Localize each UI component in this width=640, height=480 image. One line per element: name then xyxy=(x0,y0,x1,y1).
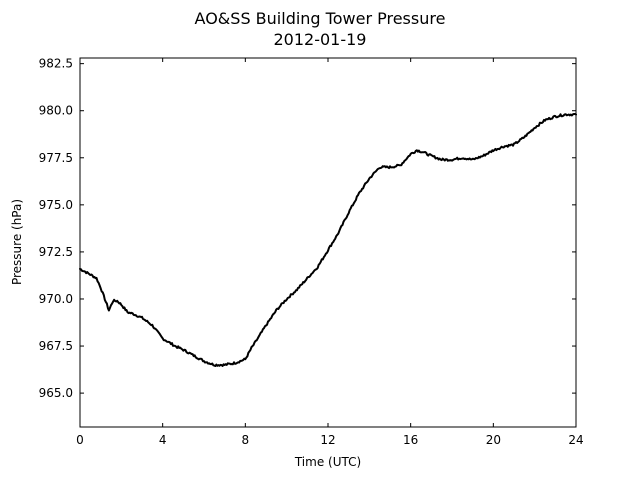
y-tick-label: 972.5 xyxy=(39,245,73,259)
x-axis-label: Time (UTC) xyxy=(294,455,361,469)
x-tick-label: 20 xyxy=(486,433,501,447)
y-tick-label: 982.5 xyxy=(39,57,73,71)
y-tick-label: 975.0 xyxy=(39,198,73,212)
x-tick-label: 8 xyxy=(242,433,250,447)
x-tick-label: 0 xyxy=(76,433,84,447)
x-tick-label: 16 xyxy=(403,433,418,447)
y-tick-label: 977.5 xyxy=(39,151,73,165)
plot-frame xyxy=(79,57,577,428)
y-axis-label: Pressure (hPa) xyxy=(10,199,24,285)
y-tick-label: 980.0 xyxy=(39,104,73,118)
pressure-series-line xyxy=(79,113,577,367)
y-tick-label: 965.0 xyxy=(39,386,73,400)
y-tick-label: 970.0 xyxy=(39,292,73,306)
chart-title: AO&SS Building Tower Pressure xyxy=(195,9,446,28)
y-tick-label: 967.5 xyxy=(39,339,73,353)
x-tick-label: 12 xyxy=(320,433,335,447)
x-axis-ticks: 0 4 8 12 16 20 24 xyxy=(76,58,584,447)
x-tick-label: 4 xyxy=(159,433,167,447)
plot-area xyxy=(79,57,577,428)
x-tick-label: 24 xyxy=(568,433,583,447)
y-axis-ticks: 965.0 967.5 970.0 972.5 975.0 977.5 980.0 982.5 xyxy=(39,57,576,400)
chart-subtitle: 2012-01-19 xyxy=(274,30,367,49)
